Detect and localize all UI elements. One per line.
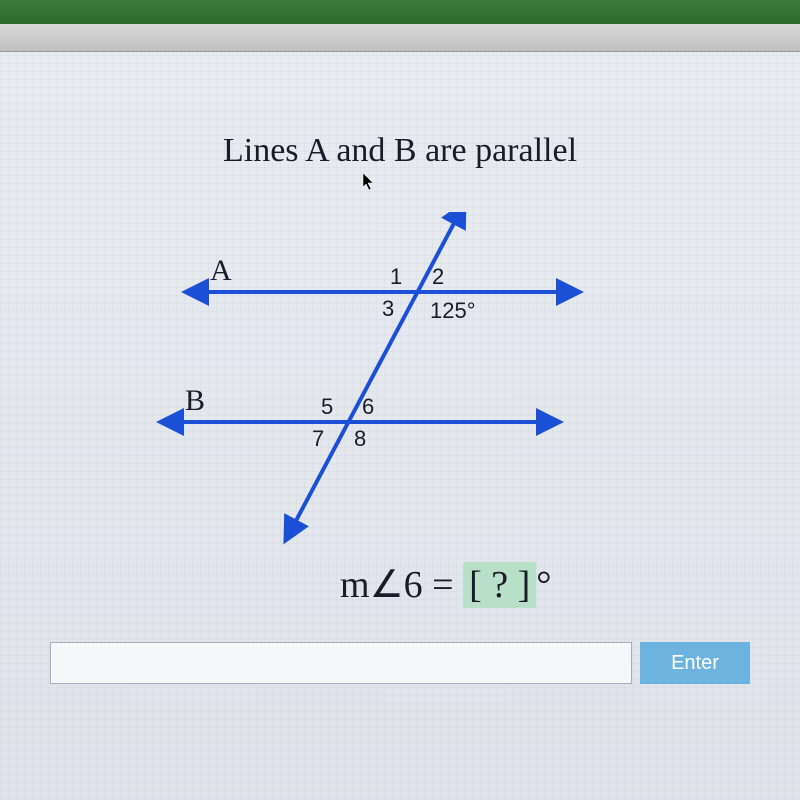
equation-m: m bbox=[340, 564, 370, 606]
equation-degree: ° bbox=[536, 564, 551, 606]
app-nav-bar bbox=[0, 24, 800, 52]
angle-symbol-icon: ∠ bbox=[370, 564, 404, 606]
answer-input[interactable] bbox=[50, 642, 632, 684]
equation-angle-number: 6 bbox=[404, 564, 423, 606]
geometry-diagram: A B 1 2 3 125° 5 6 7 8 bbox=[140, 212, 600, 552]
cursor-icon bbox=[362, 172, 376, 192]
transversal-line bbox=[290, 212, 460, 532]
angle-5-label: 5 bbox=[321, 394, 333, 419]
problem-title: Lines A and B are parallel bbox=[223, 132, 577, 170]
angle-1-label: 1 bbox=[390, 264, 402, 289]
question-equation: m∠6 = [ ? ]° bbox=[340, 562, 551, 607]
angle-7-label: 7 bbox=[312, 426, 324, 451]
app-header-bar bbox=[0, 0, 800, 24]
line-a-label: A bbox=[210, 254, 232, 287]
angle-4-value: 125° bbox=[430, 298, 476, 323]
angle-6-label: 6 bbox=[362, 394, 374, 419]
angle-3-label: 3 bbox=[382, 296, 394, 321]
answer-placeholder: [ ? ] bbox=[463, 562, 536, 608]
content-area: Lines A and B are parallel A B 1 2 3 125… bbox=[0, 52, 800, 800]
equation-equals: = bbox=[423, 564, 463, 606]
line-b-label: B bbox=[185, 384, 205, 417]
angle-2-label: 2 bbox=[432, 264, 444, 289]
answer-input-row: Enter bbox=[50, 642, 750, 684]
enter-button[interactable]: Enter bbox=[640, 642, 750, 684]
angle-8-label: 8 bbox=[354, 426, 366, 451]
